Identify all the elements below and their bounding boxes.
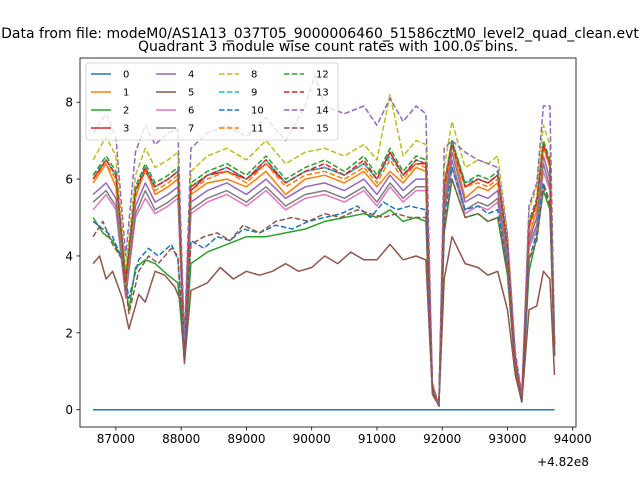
y-tick-label: 2	[65, 326, 73, 340]
x-tick-label: 90000	[293, 432, 331, 446]
x-axis-ticks: 87000 88000 89000 90000 91000 92000 93000 94000	[97, 427, 592, 446]
legend-label-1: 1	[123, 88, 129, 99]
y-axis-ticks: 0 2 4 6 8	[65, 96, 80, 417]
x-tick-label: 91000	[358, 432, 396, 446]
x-tick-label: 94000	[554, 432, 592, 446]
x-tick-label: 88000	[162, 432, 200, 446]
figure-suptitle: Data from file: modeM0/AS1A13_037T05_900…	[1, 26, 639, 42]
legend-label-13: 13	[316, 88, 329, 99]
legend-label-4: 4	[188, 70, 194, 81]
y-tick-label: 8	[65, 96, 73, 110]
legend-label-7: 7	[188, 124, 194, 135]
axes-title: Quadrant 3 module wise count rates with …	[138, 39, 518, 55]
legend-label-8: 8	[251, 70, 257, 81]
y-tick-label: 6	[65, 173, 73, 187]
y-tick-label: 0	[65, 403, 73, 417]
series-line-13	[92, 143, 556, 407]
legend-label-9: 9	[251, 88, 257, 99]
x-tick-label: 89000	[227, 432, 265, 446]
x-tick-label: 87000	[97, 432, 135, 446]
x-tick-label: 93000	[488, 432, 526, 446]
y-tick-label: 4	[65, 249, 73, 263]
series-line-9	[92, 139, 556, 407]
legend-label-6: 6	[188, 106, 194, 117]
legend-label-14: 14	[316, 106, 329, 117]
series-line-8	[92, 93, 556, 407]
legend-label-11: 11	[251, 124, 264, 135]
series-layer	[92, 74, 556, 411]
legend-label-3: 3	[123, 124, 129, 135]
legend-label-15: 15	[316, 124, 329, 135]
axes-frame	[79, 57, 577, 428]
legend-label-10: 10	[251, 106, 264, 117]
legend-label-12: 12	[316, 70, 329, 81]
legend-label-5: 5	[188, 88, 194, 99]
x-tick-label: 92000	[423, 432, 461, 446]
series-line-15	[92, 178, 556, 407]
series-line-10	[92, 166, 556, 407]
legend-label-2: 2	[123, 106, 129, 117]
x-axis-offset-label: +4.82e8	[537, 455, 589, 469]
series-line-5	[92, 235, 556, 407]
legend-label-0: 0	[123, 70, 129, 81]
legend-frame	[85, 62, 339, 141]
plot-area: 87000 88000 89000 90000 91000 92000 93000 94000…	[65, 57, 592, 469]
